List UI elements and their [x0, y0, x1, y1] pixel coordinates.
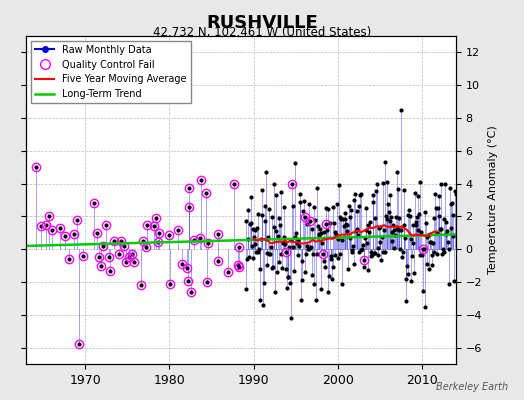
Y-axis label: Temperature Anomaly (°C): Temperature Anomaly (°C)	[488, 126, 498, 274]
Text: RUSHVILLE: RUSHVILLE	[206, 14, 318, 32]
Legend: Raw Monthly Data, Quality Control Fail, Five Year Moving Average, Long-Term Tren: Raw Monthly Data, Quality Control Fail, …	[31, 41, 191, 103]
Text: Berkeley Earth: Berkeley Earth	[436, 382, 508, 392]
Text: 42.732 N, 102.461 W (United States): 42.732 N, 102.461 W (United States)	[153, 26, 371, 39]
